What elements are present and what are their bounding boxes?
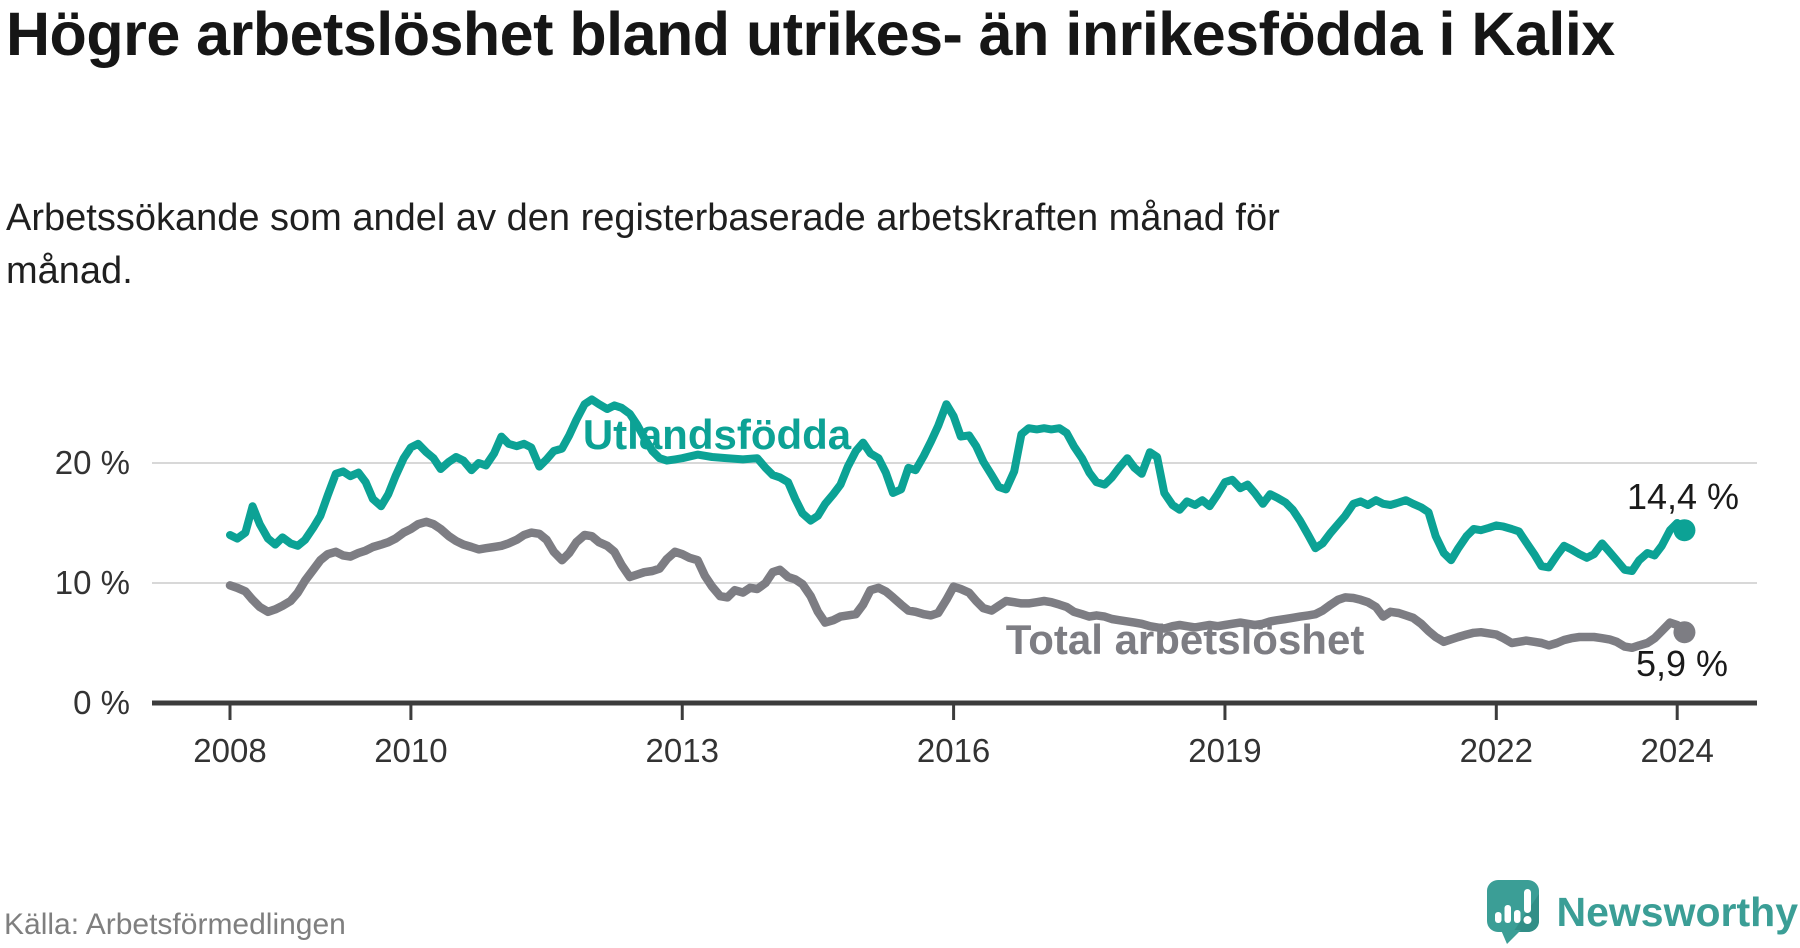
end-value-label-utlandsfodda: 14,4 % [1627, 476, 1739, 517]
x-tick-label-2024: 2024 [1640, 732, 1713, 769]
x-tick-label-2016: 2016 [917, 732, 990, 769]
newsworthy-speech-bubble-chart-icon [1486, 880, 1539, 944]
series-label-utlandsfodda: Utlandsfödda [583, 411, 852, 458]
x-tick-label-2022: 2022 [1460, 732, 1533, 769]
newsworthy-brand: Newsworthy [1485, 880, 1799, 944]
source-note: Källa: Arbetsförmedlingen [4, 908, 346, 941]
end-value-label-total: 5,9 % [1636, 643, 1728, 684]
newsworthy-wordmark: Newsworthy [1556, 889, 1799, 935]
x-tick-label-2013: 2013 [646, 732, 719, 769]
series-label-total-arbetsloshet: Total arbetslöshet [1006, 616, 1365, 663]
x-tick-label-2010: 2010 [374, 732, 447, 769]
x-axis-labels: 2008 2010 2013 2016 2019 2022 2024 [193, 732, 1714, 769]
x-axis [152, 700, 1757, 720]
page-title: Högre arbetslöshet bland utrikes- än inr… [6, 0, 1615, 68]
page-subtitle: Arbetssökande som andel av den registerb… [6, 197, 1280, 293]
series-end-dot-utlandsfodda [1673, 519, 1696, 542]
y-axis-label-0: 0 % [73, 684, 130, 721]
series-line-total [225, 517, 1689, 653]
x-tick-label-2008: 2008 [193, 732, 266, 769]
series-lines [225, 395, 1696, 653]
y-axis-label-10: 10 % [55, 564, 130, 601]
x-tick-label-2019: 2019 [1188, 732, 1261, 769]
y-axis-label-20: 20 % [55, 444, 130, 481]
y-axis-labels: 0 % 10 % 20 % [55, 444, 130, 721]
series-end-dot-total [1673, 621, 1696, 644]
series-line-utlandsfodda [226, 395, 1689, 575]
